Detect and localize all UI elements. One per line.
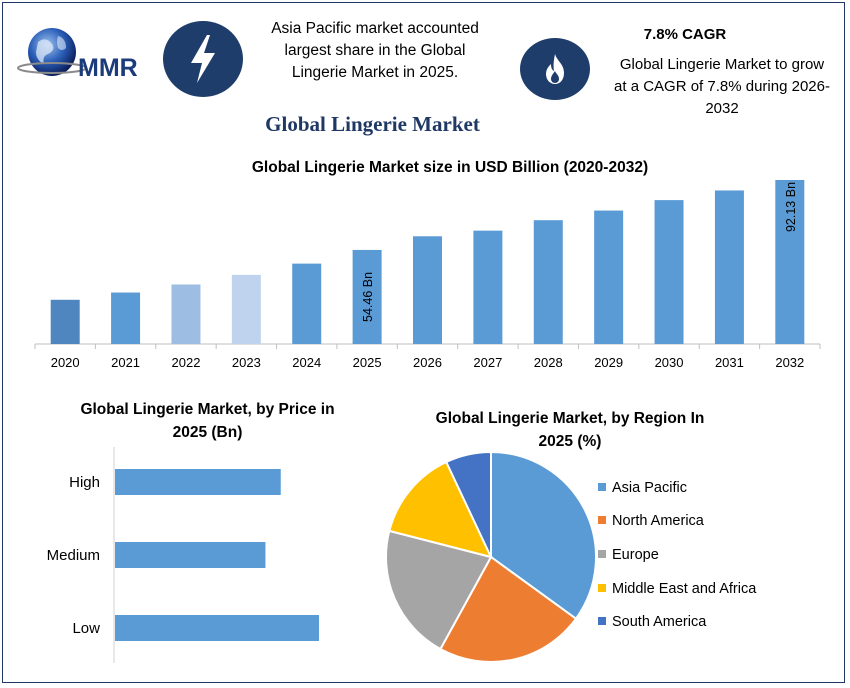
main-title: Global Lingerie Market <box>265 112 480 136</box>
legend-label-middle-east-and-africa: Middle East and Africa <box>612 581 757 597</box>
pie-slice-south-america <box>444 450 492 558</box>
x-tick-label-2020: 2020 <box>51 355 80 370</box>
bar-2023 <box>231 274 261 344</box>
bar-2027 <box>473 230 503 344</box>
x-tick-label-2027: 2027 <box>473 355 502 370</box>
region-title-line-1: Global Lingerie Market, by Region In <box>435 410 705 427</box>
legend-label-north-america: North America <box>612 513 705 529</box>
x-tick-label-2031: 2031 <box>715 355 744 370</box>
mmr-logo: MMR <box>17 28 138 82</box>
cagr-line-3: 2032 <box>705 100 739 117</box>
bar-2032 <box>775 180 805 344</box>
bar-2029 <box>594 210 624 344</box>
x-tick-label-2026: 2026 <box>413 355 442 370</box>
x-tick-label-2024: 2024 <box>292 355 321 370</box>
price-chart-title: Global Lingerie Market, by Price in 2025… <box>40 398 375 444</box>
bar-2026 <box>413 236 442 344</box>
asia-line-3: Lingerie Market in 2025. <box>291 64 459 81</box>
asia-line-2: largest share in the Global <box>284 42 466 59</box>
pie-slice-europe <box>385 529 493 651</box>
x-tick-label-2023: 2023 <box>232 355 261 370</box>
region-title-line-2: 2025 (%) <box>538 433 602 450</box>
bar-2024 <box>292 263 322 344</box>
asia-line-1: Asia Pacific market accounted <box>271 20 479 37</box>
x-tick-label-2030: 2030 <box>655 355 684 370</box>
x-tick-label-2022: 2022 <box>172 355 201 370</box>
legend-swatch-europe <box>598 550 606 558</box>
data-label-2025: 54.46 Bn <box>361 272 375 322</box>
x-tick-label-2025: 2025 <box>353 355 382 370</box>
price-bar-medium <box>115 542 266 568</box>
legend-label-south-america: South America <box>612 614 707 630</box>
price-title-line-2: 2025 (Bn) <box>172 424 243 441</box>
bar-2025 <box>352 249 382 344</box>
bar-2021 <box>111 292 141 344</box>
lightning-icon <box>163 21 243 97</box>
region-chart-title: Global Lingerie Market, by Region In 202… <box>395 407 745 453</box>
flame-icon <box>520 38 590 100</box>
bar-2031 <box>714 190 744 344</box>
pie-slice-north-america <box>439 555 578 663</box>
price-label-medium: Medium <box>47 547 100 564</box>
price-title-line-1: Global Lingerie Market, by Price in <box>80 401 335 418</box>
legend-swatch-asia-pacific <box>598 483 606 491</box>
bar-2022 <box>171 284 201 344</box>
legend-label-europe: Europe <box>612 547 659 563</box>
legend-swatch-south-america <box>598 617 606 625</box>
bar-2020 <box>50 299 80 344</box>
pie-slice-middle-east-and-africa <box>388 460 493 559</box>
logo-text: MMR <box>78 54 138 82</box>
legend-swatch-north-america <box>598 516 606 524</box>
x-tick-label-2021: 2021 <box>111 355 140 370</box>
data-label-2032: 92.13 Bn <box>784 182 798 232</box>
legend-swatch-middle-east-and-africa <box>598 584 606 592</box>
price-bar-low <box>115 615 319 641</box>
market-size-chart-title: Global Lingerie Market size in USD Billi… <box>251 159 649 176</box>
bar-2028 <box>533 220 563 344</box>
price-label-high: High <box>69 474 100 491</box>
x-tick-label-2032: 2032 <box>775 355 804 370</box>
cagr-statement: Global Lingerie Market to grow at a CAGR… <box>600 54 844 120</box>
price-bar-high <box>115 469 281 495</box>
x-tick-label-2029: 2029 <box>594 355 623 370</box>
bar-2030 <box>654 200 684 344</box>
cagr-line-1: Global Lingerie Market to grow <box>619 56 825 73</box>
x-tick-label-2028: 2028 <box>534 355 563 370</box>
price-label-low: Low <box>72 620 100 637</box>
cagr-line-2: at a CAGR of 7.8% during 2026- <box>614 78 830 95</box>
pie-slice-asia-pacific <box>490 450 597 621</box>
legend-label-asia-pacific: Asia Pacific <box>612 480 687 496</box>
asia-pacific-statement: Asia Pacific market accounted largest sh… <box>250 18 500 84</box>
cagr-title: 7.8% CAGR <box>643 26 727 43</box>
